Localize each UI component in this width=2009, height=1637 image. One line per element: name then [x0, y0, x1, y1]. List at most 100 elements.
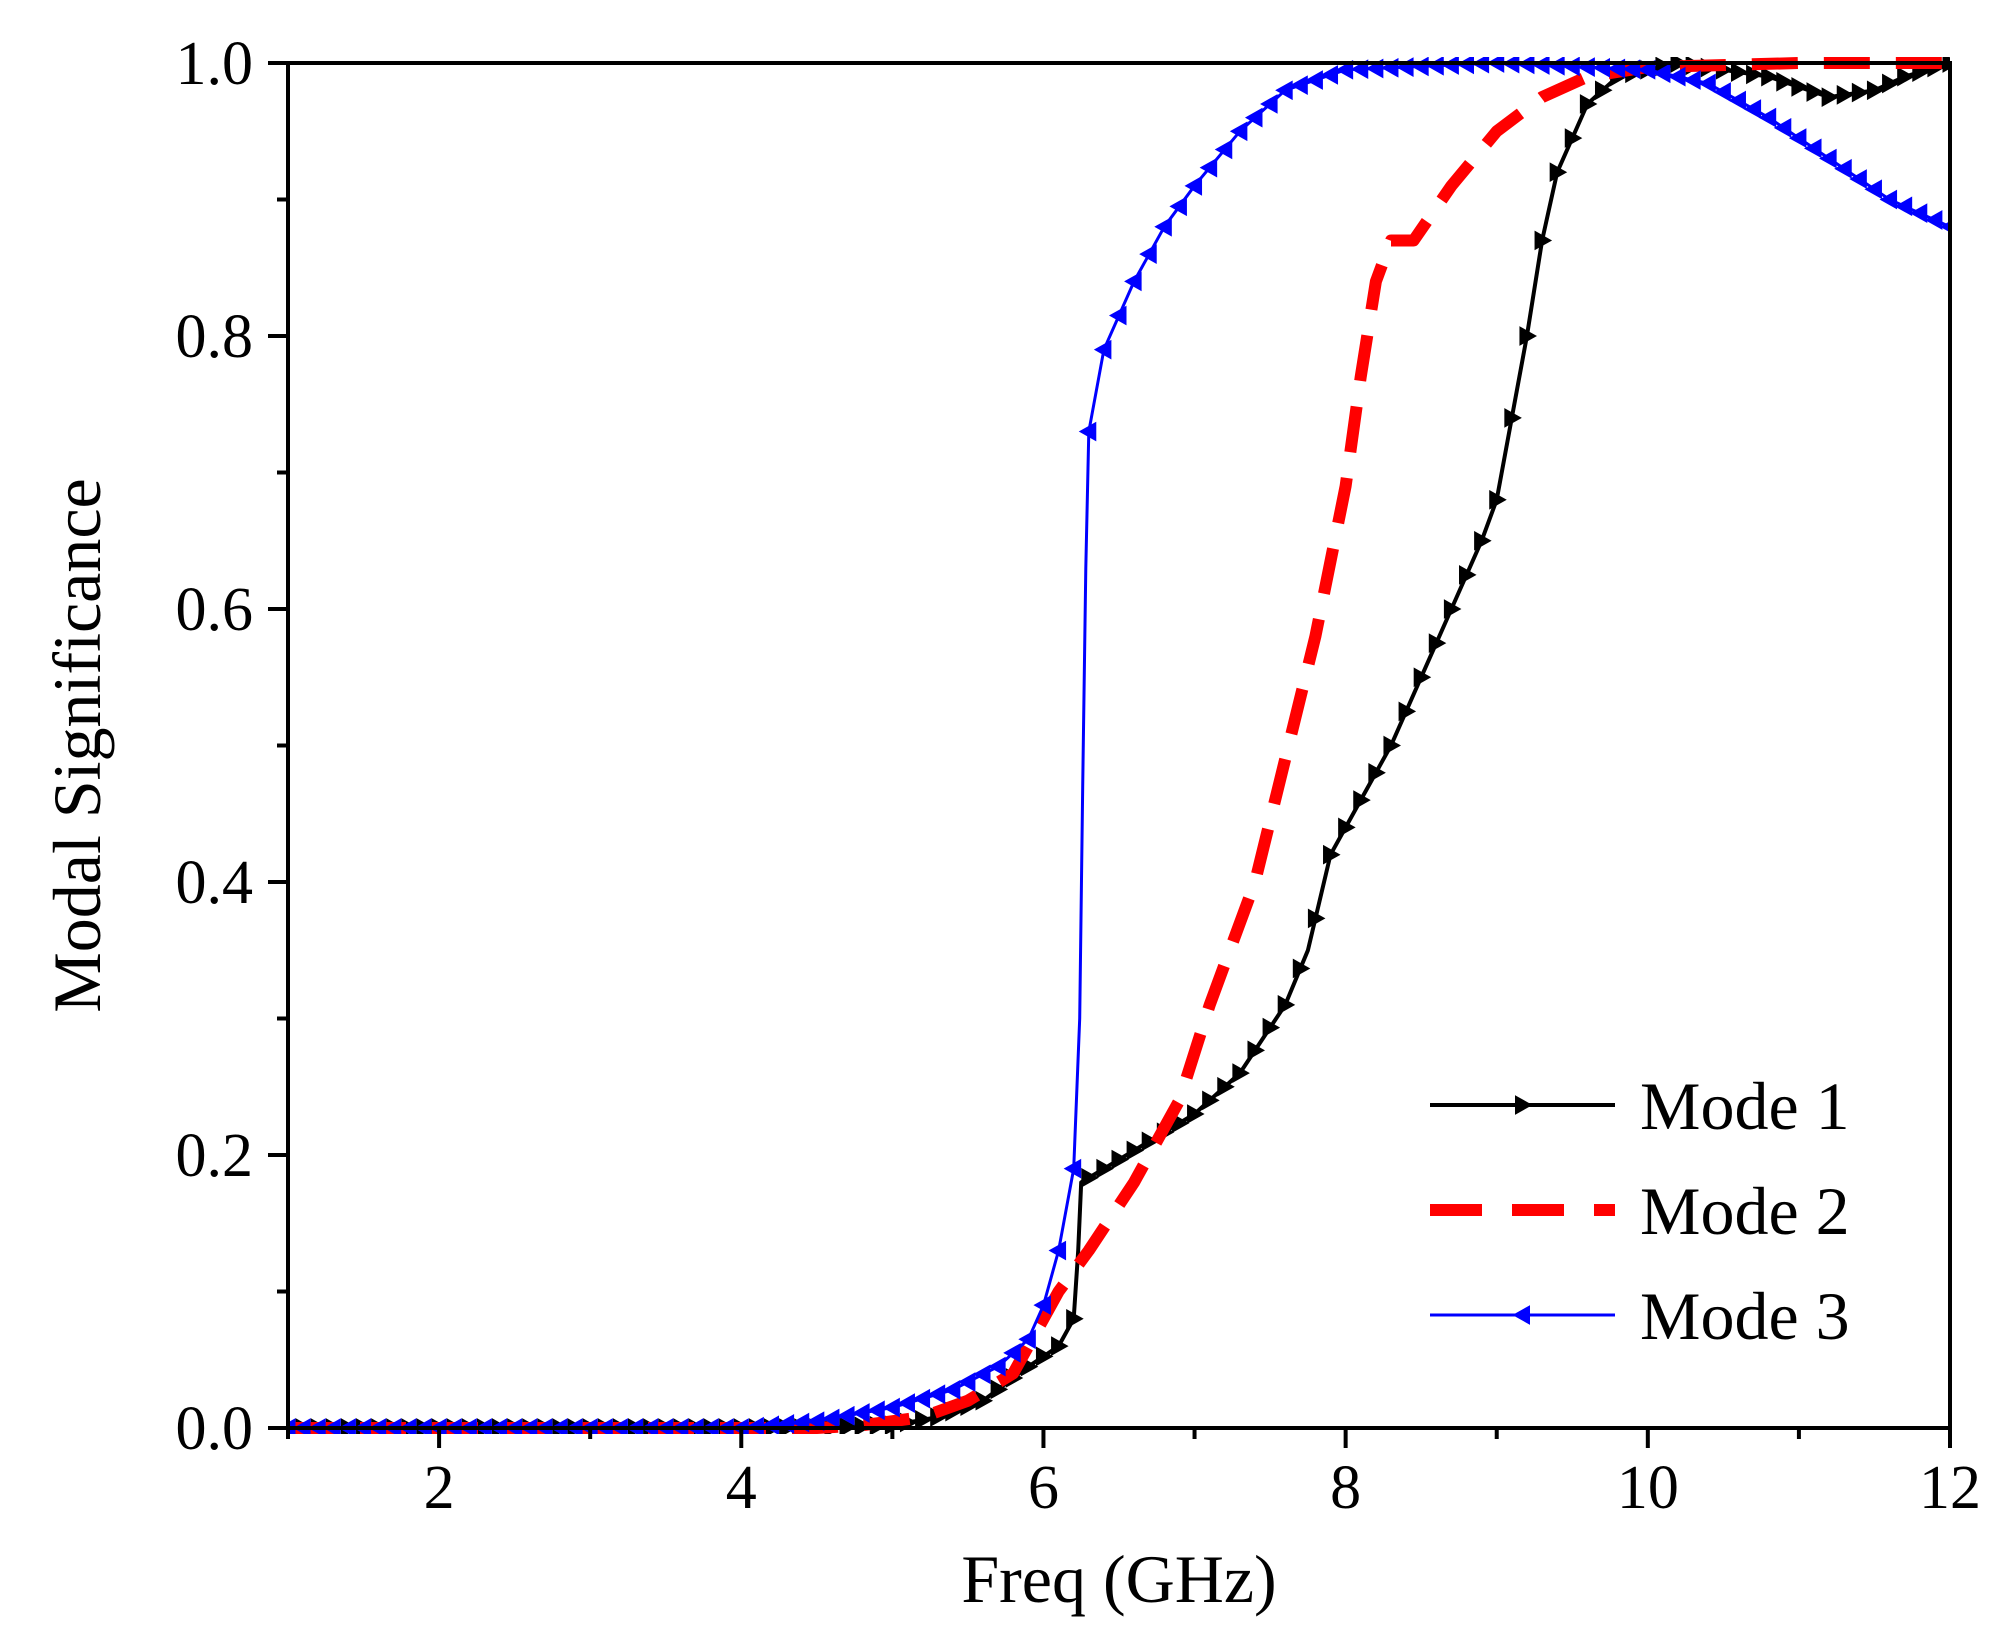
series-marker	[1051, 1336, 1069, 1356]
series-marker	[1804, 138, 1822, 159]
series-marker	[1411, 57, 1429, 77]
series-marker	[1579, 94, 1598, 114]
series-marker	[1637, 59, 1656, 80]
legend-label: Mode 3	[1640, 1278, 1850, 1354]
y-tick-label: 0.4	[176, 849, 254, 917]
series-marker	[1821, 87, 1840, 107]
series-marker	[1096, 1158, 1114, 1179]
series-marker	[1063, 1158, 1082, 1179]
series-marker	[1549, 162, 1568, 183]
series-marker	[1305, 70, 1323, 90]
series-marker	[1217, 1076, 1235, 1097]
series-marker	[1728, 90, 1746, 111]
series-marker	[1111, 1149, 1130, 1170]
series-layer	[288, 57, 1950, 1434]
legend-label: Mode 2	[1640, 1173, 1850, 1249]
series-marker	[1383, 735, 1401, 756]
y-axis-title: Modal Significance	[39, 478, 115, 1012]
series-marker	[1882, 73, 1900, 94]
legend-label: Mode 1	[1640, 1068, 1850, 1144]
series-marker	[1866, 80, 1885, 101]
legend-item-1: Mode 1	[1430, 1068, 1850, 1144]
series-marker	[1033, 1295, 1051, 1316]
series-marker	[1791, 77, 1809, 97]
series-marker	[1698, 73, 1716, 94]
series-marker	[1214, 139, 1233, 160]
series-marker	[1018, 1329, 1036, 1350]
series-marker	[1139, 244, 1157, 264]
y-tick-label: 1.0	[176, 30, 254, 98]
ticks-layer: 2 4 6 8 10 12 0.0 0.2 0.4 0.6 0.8 1.0	[176, 30, 1982, 1522]
series-marker	[1154, 216, 1172, 237]
series-marker	[1879, 189, 1898, 210]
series-marker	[1577, 57, 1595, 77]
series-marker	[1277, 994, 1296, 1015]
series-marker	[1758, 107, 1777, 128]
series-marker	[1761, 66, 1779, 87]
series-marker	[1532, 57, 1550, 75]
legend-item-2: Mode 2	[1430, 1173, 1850, 1249]
series-marker	[942, 1379, 961, 1400]
series-marker	[990, 1379, 1009, 1400]
series-marker	[1834, 158, 1852, 179]
series-marker	[1849, 169, 1867, 189]
series-marker	[1562, 57, 1580, 77]
series-marker	[1864, 179, 1882, 200]
series-marker	[1909, 203, 1928, 224]
series-marker	[1229, 121, 1248, 142]
x-tick-label: 4	[726, 1454, 757, 1522]
series-marker	[1788, 128, 1807, 148]
series-marker	[1819, 148, 1837, 169]
series-marker	[1202, 1090, 1220, 1111]
series-marker	[1459, 565, 1477, 585]
legend-item-3: Mode 3	[1430, 1278, 1850, 1354]
series-marker	[1519, 326, 1537, 346]
x-tick-label: 8	[1330, 1454, 1361, 1522]
series-marker	[1489, 489, 1507, 510]
series-marker	[1035, 1346, 1054, 1367]
series-marker	[1126, 1140, 1145, 1161]
series-marker	[1066, 1308, 1084, 1329]
series-marker	[1428, 633, 1447, 653]
series-marker	[1307, 908, 1326, 929]
series-marker	[1564, 128, 1583, 148]
series-marker	[1730, 62, 1749, 82]
x-tick-label: 12	[1919, 1454, 1981, 1522]
series-marker	[1232, 1063, 1250, 1083]
series-marker	[1184, 175, 1203, 196]
series-marker	[1413, 667, 1432, 688]
series-marker	[1290, 75, 1308, 96]
series-marker	[1441, 57, 1459, 75]
x-tick-label: 6	[1028, 1454, 1059, 1522]
series-marker	[1275, 80, 1293, 101]
series-marker	[1338, 817, 1356, 838]
series-marker	[1262, 1017, 1281, 1038]
series-marker	[1851, 82, 1870, 103]
series-marker	[821, 1408, 840, 1429]
series-marker	[1323, 844, 1341, 865]
series-marker	[1093, 339, 1112, 360]
series-marker	[1260, 94, 1278, 114]
x-tick-label: 10	[1617, 1454, 1679, 1522]
series-marker	[897, 1393, 915, 1413]
series-marker	[1199, 157, 1218, 178]
series-marker	[1187, 1104, 1205, 1124]
series-marker	[1668, 66, 1686, 87]
series-marker	[1776, 71, 1794, 92]
series-marker	[988, 1356, 1006, 1377]
series-marker	[1244, 107, 1263, 128]
series-marker	[1048, 1240, 1067, 1261]
series-marker	[1292, 958, 1311, 979]
series-marker	[1534, 230, 1553, 251]
series-marker	[867, 1400, 885, 1421]
series-marker	[1474, 530, 1492, 551]
series-marker	[1515, 1095, 1533, 1115]
series-marker	[1124, 271, 1142, 292]
y-tick-label: 0.0	[176, 1395, 254, 1463]
series-marker	[1247, 1040, 1265, 1061]
series-marker	[1078, 421, 1097, 442]
series-marker	[1743, 99, 1762, 119]
series-marker	[1713, 82, 1731, 102]
series-marker	[882, 1397, 900, 1418]
series-marker	[912, 1388, 931, 1409]
